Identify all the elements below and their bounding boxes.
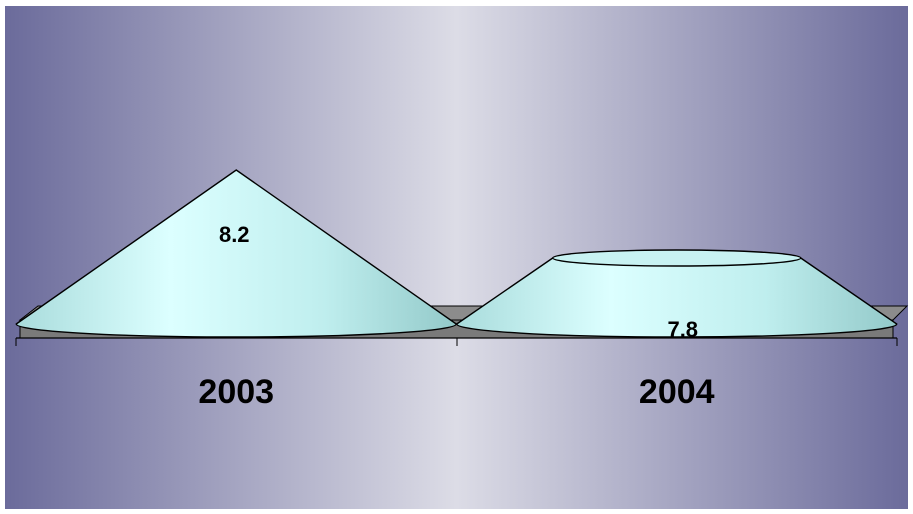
cone-2003 [15,169,457,338]
data-label: 7.8 [667,317,698,342]
cone-2004 [456,249,898,338]
data-label: 8.2 [219,222,250,247]
cone-top-face [552,249,802,267]
x-tick-label: 2004 [639,373,715,411]
cone-body [456,257,898,338]
cone-body [15,169,457,338]
x-tick-label: 2003 [198,373,274,411]
